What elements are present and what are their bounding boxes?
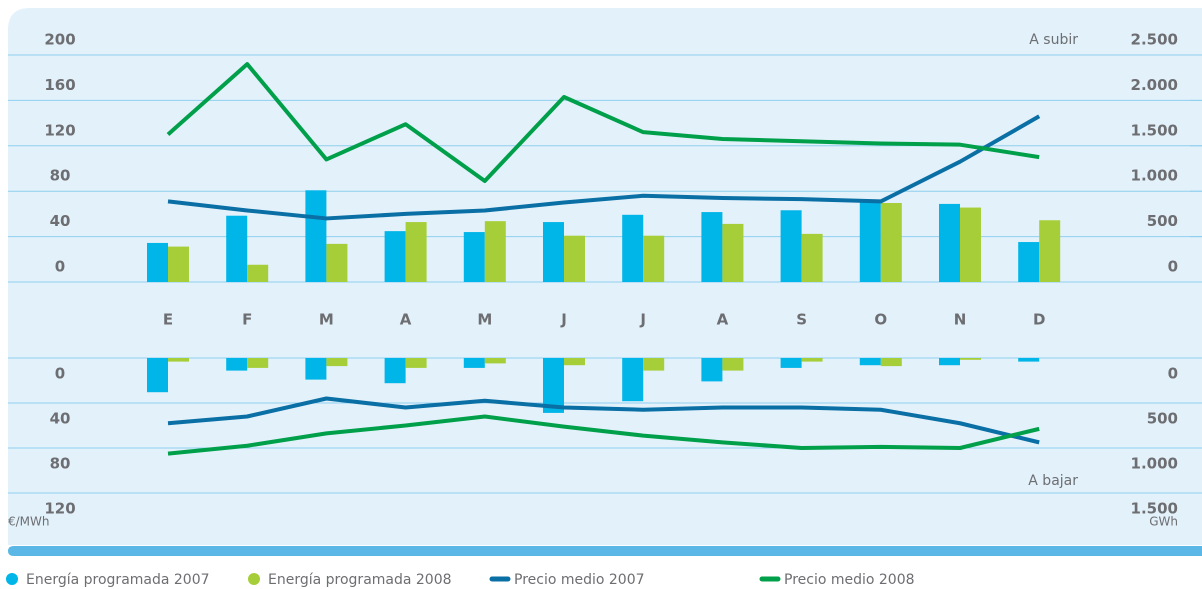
- y2-tick-label: 1.000: [1131, 167, 1178, 185]
- bar: [939, 358, 960, 366]
- bar: [643, 358, 665, 371]
- bar: [960, 358, 981, 360]
- y-tick-label: 120: [44, 121, 75, 139]
- y2-tick-label: 0: [1168, 365, 1178, 383]
- bar: [801, 233, 823, 282]
- line: [167, 414, 1040, 456]
- annotation: A bajar: [1028, 473, 1078, 489]
- bar: [147, 242, 168, 282]
- bar: [701, 212, 723, 282]
- bar: [463, 232, 485, 282]
- bar: [405, 222, 427, 282]
- bar: [960, 207, 981, 282]
- y-tick-label: 80: [50, 455, 71, 473]
- y-tick-label: 80: [50, 167, 71, 185]
- bar: [801, 358, 823, 362]
- bar: [880, 203, 902, 282]
- bar: [564, 235, 585, 282]
- legend-label: Precio medio 2007: [514, 572, 645, 588]
- bar: [939, 203, 960, 282]
- y-tick-label: 40: [50, 212, 71, 230]
- legend-marker: [248, 573, 260, 585]
- x-tick-label: F: [242, 311, 252, 329]
- bar: [622, 214, 644, 282]
- bar: [405, 358, 427, 368]
- line: [167, 396, 1040, 445]
- x-tick-label: J: [560, 311, 567, 329]
- bar: [384, 231, 406, 282]
- y-tick-label: 40: [50, 410, 71, 428]
- y-tick-label: 200: [44, 31, 75, 49]
- legend-marker: [6, 573, 18, 585]
- y2-tick-label: 1.500: [1131, 121, 1178, 139]
- bar: [305, 358, 327, 380]
- bottom-band: [8, 546, 1202, 556]
- x-tick-label: D: [1033, 311, 1045, 329]
- bar: [701, 358, 723, 382]
- legend-label: Energía programada 2008: [268, 572, 452, 588]
- x-tick-label: M: [477, 311, 492, 329]
- annotation: A subir: [1029, 32, 1078, 48]
- bar: [780, 358, 802, 368]
- x-tick-label: A: [717, 311, 729, 329]
- bar: [564, 358, 585, 366]
- bar: [1039, 220, 1061, 282]
- y2-tick-label: 500: [1147, 410, 1178, 428]
- x-tick-label: J: [639, 311, 646, 329]
- x-tick-label: O: [874, 311, 887, 329]
- y2-axis-unit: GWh: [1149, 515, 1178, 529]
- bar: [147, 358, 168, 393]
- bar: [326, 243, 348, 282]
- line: [167, 114, 1041, 221]
- bar: [463, 358, 485, 368]
- x-tick-label: E: [163, 311, 173, 329]
- bar: [543, 358, 564, 413]
- y-tick-label: 120: [44, 500, 75, 518]
- y-tick-label: 160: [44, 76, 75, 94]
- bar: [484, 358, 506, 364]
- x-tick-label: S: [796, 311, 807, 329]
- bar: [168, 358, 189, 362]
- bar: [643, 235, 665, 282]
- bar: [226, 358, 248, 371]
- y-tick-label: 0: [55, 365, 65, 383]
- y2-tick-label: 1.500: [1131, 500, 1178, 518]
- line: [166, 62, 1040, 183]
- bar: [859, 201, 881, 282]
- bar: [722, 223, 744, 282]
- bar: [226, 215, 248, 282]
- legend-label: Energía programada 2007: [26, 572, 210, 588]
- y2-tick-label: 1.000: [1131, 455, 1178, 473]
- bar: [1018, 358, 1040, 362]
- y2-tick-label: 2.500: [1131, 31, 1178, 49]
- x-tick-label: N: [954, 311, 967, 329]
- bar: [780, 210, 802, 282]
- bar: [622, 358, 644, 402]
- bar: [247, 264, 269, 282]
- bar: [247, 358, 269, 368]
- bar: [859, 358, 881, 366]
- bar: [484, 221, 506, 282]
- bar: [543, 222, 564, 282]
- bar: [1018, 242, 1040, 282]
- y2-tick-label: 500: [1147, 212, 1178, 230]
- y-axis-unit: €/MWh: [8, 515, 50, 529]
- y2-tick-label: 0: [1168, 258, 1178, 276]
- bar: [384, 358, 406, 384]
- bar: [305, 190, 327, 282]
- legend-label: Precio medio 2008: [784, 572, 915, 588]
- x-tick-label: M: [319, 311, 334, 329]
- x-tick-label: A: [400, 311, 412, 329]
- bar: [722, 358, 744, 371]
- bar: [326, 358, 348, 367]
- bar: [168, 246, 189, 282]
- y-tick-label: 0: [55, 258, 65, 276]
- y2-tick-label: 2.000: [1131, 76, 1178, 94]
- bar: [880, 358, 902, 367]
